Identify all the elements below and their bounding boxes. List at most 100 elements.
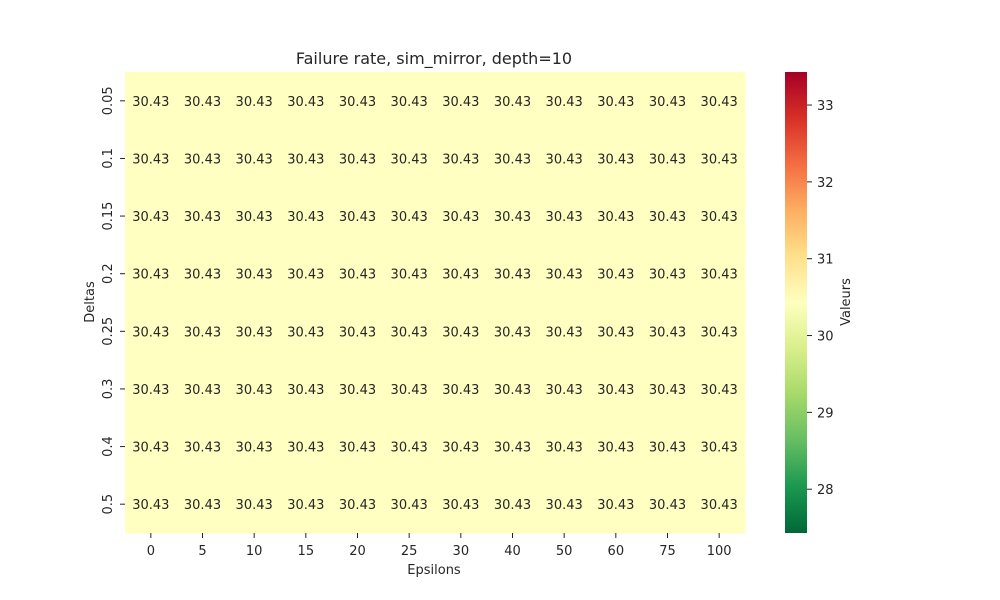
heatmap-cell bbox=[590, 302, 643, 361]
cell-value-label: 30.43 bbox=[597, 268, 634, 283]
heatmap-cell bbox=[693, 417, 746, 476]
heatmap-cell bbox=[435, 417, 488, 476]
heatmap-cell bbox=[435, 244, 488, 303]
heatmap-cell bbox=[331, 360, 384, 419]
cell-value-label: 30.43 bbox=[236, 210, 273, 225]
x-tick-label: 50 bbox=[556, 544, 573, 559]
heatmap-cell bbox=[590, 72, 643, 131]
cell-value-label: 30.43 bbox=[391, 210, 428, 225]
heatmap-cell bbox=[435, 302, 488, 361]
cell-value-label: 30.43 bbox=[701, 268, 738, 283]
colorbar-tick-label: 30 bbox=[817, 330, 834, 345]
cell-value-label: 30.43 bbox=[236, 383, 273, 398]
heatmap-cell bbox=[486, 417, 539, 476]
heatmap-cell bbox=[228, 302, 281, 361]
y-tick-label: 0.25 bbox=[101, 317, 116, 346]
cell-value-label: 30.43 bbox=[649, 268, 686, 283]
cell-value-label: 30.43 bbox=[494, 152, 531, 167]
y-tick-label: 0.4 bbox=[101, 436, 116, 457]
cell-value-label: 30.43 bbox=[391, 441, 428, 456]
heatmap-cell bbox=[486, 475, 539, 534]
cell-value-label: 30.43 bbox=[649, 383, 686, 398]
heatmap-cell bbox=[435, 360, 488, 419]
chart-title: Failure rate, sim_mirror, depth=10 bbox=[296, 49, 572, 69]
cell-value-label: 30.43 bbox=[236, 152, 273, 167]
heatmap-cell bbox=[486, 302, 539, 361]
colorbar-tick-label: 31 bbox=[817, 253, 834, 268]
cell-value-label: 30.43 bbox=[287, 498, 324, 513]
heatmap-cell bbox=[228, 244, 281, 303]
heatmap-cell bbox=[125, 72, 178, 131]
heatmap-cell bbox=[641, 360, 694, 419]
heatmap-cell bbox=[590, 129, 643, 188]
heatmap-cell bbox=[641, 475, 694, 534]
heatmap-cell bbox=[383, 129, 436, 188]
cell-value-label: 30.43 bbox=[494, 498, 531, 513]
y-axis-ticks: 0.05 0.1 0.15 0.2 0.25 0.3 0.4 0.5 bbox=[101, 86, 125, 515]
heatmap-cell bbox=[538, 129, 591, 188]
cell-value-label: 30.43 bbox=[391, 152, 428, 167]
heatmap-cell bbox=[590, 360, 643, 419]
cell-value-label: 30.43 bbox=[442, 325, 479, 340]
cell-value-label: 30.43 bbox=[701, 383, 738, 398]
cell-value-label: 30.43 bbox=[597, 441, 634, 456]
cell-value-label: 30.43 bbox=[546, 498, 583, 513]
heatmap-cell bbox=[383, 244, 436, 303]
cell-value-label: 30.43 bbox=[287, 210, 324, 225]
heatmap-cell bbox=[486, 187, 539, 246]
cell-value-label: 30.43 bbox=[132, 325, 169, 340]
cell-value-label: 30.43 bbox=[701, 325, 738, 340]
heatmap-cell bbox=[435, 129, 488, 188]
cell-value-label: 30.43 bbox=[287, 95, 324, 110]
heatmap-cell bbox=[590, 417, 643, 476]
cell-value-label: 30.43 bbox=[339, 268, 376, 283]
x-axis-label: Epsilons bbox=[407, 563, 461, 578]
cell-value-label: 30.43 bbox=[597, 498, 634, 513]
colorbar bbox=[785, 72, 807, 533]
y-tick-label: 0.3 bbox=[101, 379, 116, 400]
cell-value-label: 30.43 bbox=[442, 441, 479, 456]
heatmap-cell bbox=[228, 129, 281, 188]
cell-value-label: 30.43 bbox=[649, 498, 686, 513]
cell-value-label: 30.43 bbox=[442, 383, 479, 398]
heatmap-cell bbox=[435, 72, 488, 131]
cell-value-label: 30.43 bbox=[701, 498, 738, 513]
heatmap-cell bbox=[280, 244, 333, 303]
heatmap-cell bbox=[125, 360, 178, 419]
cell-value-label: 30.43 bbox=[597, 95, 634, 110]
cell-value-label: 30.43 bbox=[649, 152, 686, 167]
heatmap-cell bbox=[538, 244, 591, 303]
cell-value-label: 30.43 bbox=[597, 383, 634, 398]
heatmap-cell bbox=[538, 302, 591, 361]
y-tick-label: 0.1 bbox=[101, 148, 116, 169]
heatmap-cell bbox=[176, 360, 229, 419]
cell-value-label: 30.43 bbox=[494, 383, 531, 398]
cell-value-label: 30.43 bbox=[339, 325, 376, 340]
cell-value-label: 30.43 bbox=[339, 95, 376, 110]
cell-value-label: 30.43 bbox=[236, 441, 273, 456]
cell-value-label: 30.43 bbox=[339, 152, 376, 167]
heatmap-cell bbox=[228, 475, 281, 534]
cell-value-label: 30.43 bbox=[339, 383, 376, 398]
heatmap-cell bbox=[125, 302, 178, 361]
cell-value-label: 30.43 bbox=[546, 95, 583, 110]
heatmap-cell bbox=[228, 417, 281, 476]
y-tick-label: 0.5 bbox=[101, 494, 116, 515]
cell-value-label: 30.43 bbox=[391, 95, 428, 110]
heatmap-cell bbox=[693, 360, 746, 419]
cell-value-label: 30.43 bbox=[546, 268, 583, 283]
heatmap-cell bbox=[538, 417, 591, 476]
heatmap-cells: 30.43 30.43 30.43 30.43 30.43 30.43 30.43 30.43… bbox=[125, 72, 746, 534]
cell-value-label: 30.43 bbox=[184, 210, 221, 225]
cell-value-label: 30.43 bbox=[287, 325, 324, 340]
cell-value-label: 30.43 bbox=[132, 152, 169, 167]
cell-value-label: 30.43 bbox=[546, 383, 583, 398]
colorbar-label: Valeurs bbox=[839, 278, 854, 326]
cell-value-label: 30.43 bbox=[184, 152, 221, 167]
heatmap-cell bbox=[125, 129, 178, 188]
x-axis-ticks: 0 5 10 15 20 25 30 40 50 60 75 100 bbox=[147, 533, 732, 559]
heatmap-cell bbox=[331, 417, 384, 476]
cell-value-label: 30.43 bbox=[184, 268, 221, 283]
cell-value-label: 30.43 bbox=[597, 210, 634, 225]
